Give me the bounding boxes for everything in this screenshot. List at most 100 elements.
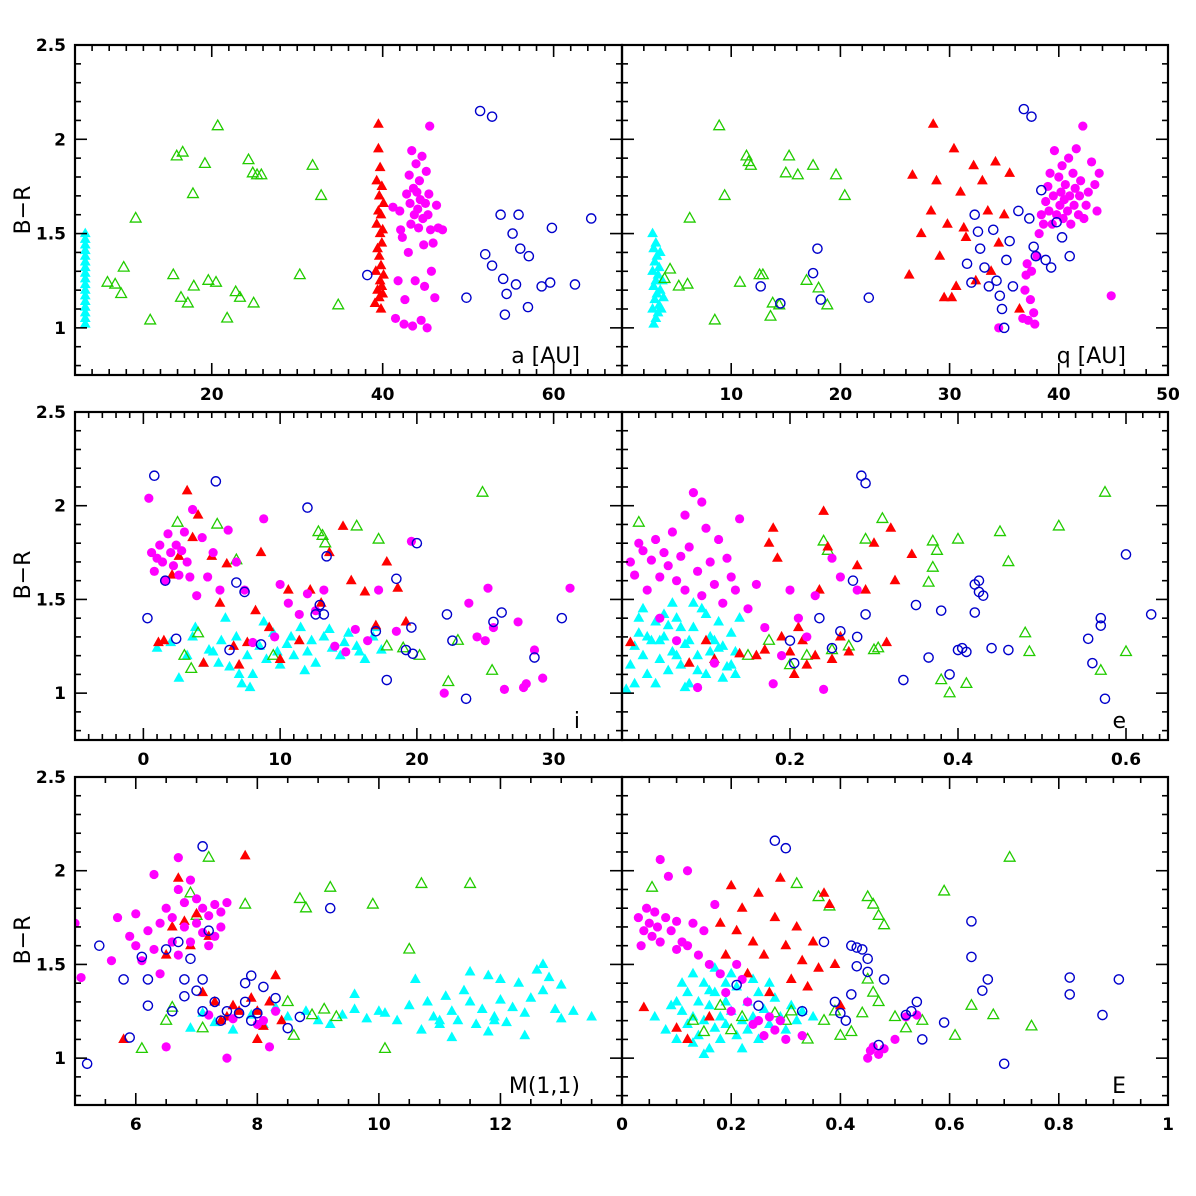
data-point-green-tri xyxy=(872,908,886,920)
data-point-magenta-circ xyxy=(425,225,436,235)
data-point-blue-circ xyxy=(1045,262,1057,273)
data-point-green-tri xyxy=(951,532,965,544)
data-point-magenta-circ xyxy=(402,189,412,199)
data-point-magenta-circ xyxy=(419,281,430,291)
data-point-green-tri xyxy=(783,657,797,670)
data-point-magenta-circ xyxy=(863,1053,873,1063)
data-point-magenta-circ xyxy=(131,941,141,951)
data-point-green-tri xyxy=(1018,625,1032,638)
data-point-red-tri xyxy=(818,505,829,515)
data-point-cyan-tri xyxy=(525,992,537,1002)
data-point-blue-circ xyxy=(209,996,221,1008)
data-point-magenta-circ xyxy=(413,223,424,233)
data-point-magenta-circ xyxy=(680,585,690,595)
data-point-magenta-circ xyxy=(363,636,373,646)
data-point-cyan-tri xyxy=(671,612,682,622)
data-point-blue-circ xyxy=(136,951,148,963)
data-point-red-tri xyxy=(769,911,781,922)
data-point-red-tri xyxy=(860,584,871,594)
data-point-green-tri xyxy=(318,535,332,548)
data-point-cyan-tri xyxy=(637,602,649,613)
data-point-green-tri xyxy=(331,297,345,310)
data-point-blue-circ xyxy=(197,1005,208,1017)
data-point-magenta-circ xyxy=(1106,291,1116,301)
data-point-magenta-circ xyxy=(781,1034,791,1044)
data-point-green-tri xyxy=(943,685,957,698)
data-point-magenta-circ xyxy=(248,637,258,648)
data-point-cyan-tri xyxy=(428,1010,439,1021)
data-point-blue-circ xyxy=(1001,254,1012,266)
data-point-blue-circ xyxy=(898,674,909,686)
data-point-red-tri xyxy=(239,849,251,860)
data-point-cyan-tri xyxy=(671,649,682,660)
data-point-green-tri xyxy=(899,1020,913,1033)
data-point-blue-circ xyxy=(142,974,154,985)
data-point-magenta-circ xyxy=(1032,251,1042,261)
data-point-magenta-circ xyxy=(191,918,202,928)
data-point-cyan-tri xyxy=(713,642,724,652)
data-point-green-tri xyxy=(871,640,885,653)
data-point-blue-circ xyxy=(966,277,977,288)
data-point-red-tri xyxy=(889,574,901,585)
data-point-cyan-tri xyxy=(676,977,688,987)
data-point-magenta-circ xyxy=(688,487,699,498)
data-point-magenta-circ xyxy=(680,510,690,520)
data-point-cyan-tri xyxy=(700,608,712,619)
data-point-green-tri xyxy=(287,1028,301,1040)
data-point-green-tri xyxy=(176,145,190,157)
panel-e: 0.2 0.4 0.6 e xyxy=(620,410,1170,770)
data-point-green-tri xyxy=(663,262,677,274)
data-point-magenta-circ xyxy=(222,1053,232,1063)
data-point-magenta-circ xyxy=(155,969,165,979)
data-point-cyan-tri xyxy=(688,597,699,607)
data-point-cyan-tri xyxy=(79,255,91,266)
data-point-green-tri xyxy=(201,273,215,285)
data-point-magenta-circ xyxy=(350,624,360,635)
data-point-blue-circ xyxy=(173,936,184,948)
data-point-blue-circ xyxy=(1028,241,1039,253)
y-tick-label: 1 xyxy=(54,319,66,339)
data-point-cyan-tri xyxy=(373,1005,385,1015)
data-point-magenta-circ xyxy=(722,553,732,563)
data-point-magenta-circ xyxy=(1076,176,1086,186)
data-point-green-tri xyxy=(937,884,951,896)
data-point-magenta-circ xyxy=(1081,200,1091,210)
data-point-red-tri xyxy=(1014,303,1025,313)
data-point-green-tri xyxy=(768,1005,782,1018)
data-point-green-tri xyxy=(293,891,307,904)
y-tick-label: 1.5 xyxy=(36,955,66,975)
data-point-magenta-circ xyxy=(1090,179,1100,190)
data-point-red-tri xyxy=(950,280,962,290)
data-point-magenta-circ xyxy=(330,641,340,651)
data-point-blue-circ xyxy=(996,303,1008,315)
data-point-blue-circ xyxy=(829,996,841,1008)
data-point-red-tri xyxy=(345,574,357,585)
data-point-red-tri xyxy=(264,995,275,1006)
data-point-magenta-circ xyxy=(198,903,208,913)
data-point-blue-circ xyxy=(197,974,208,985)
data-point-blue-circ xyxy=(497,273,509,285)
panel-a-axis-label: a [AU] xyxy=(511,344,580,369)
data-point-magenta-circ xyxy=(682,866,693,876)
data-point-green-tri xyxy=(645,880,659,892)
data-point-blue-circ xyxy=(381,674,393,686)
data-point-cyan-tri xyxy=(698,1014,710,1025)
data-point-red-tri xyxy=(767,522,779,532)
data-point-green-tri xyxy=(986,1007,1000,1020)
data-point-magenta-circ xyxy=(1068,168,1078,178)
data-point-magenta-circ xyxy=(1078,121,1088,131)
data-point-blue-circ xyxy=(310,609,321,620)
data-point-blue-circ xyxy=(835,625,846,637)
data-point-blue-circ xyxy=(807,267,819,279)
data-point-cyan-tri xyxy=(662,619,674,630)
data-point-magenta-circ xyxy=(759,1031,769,1041)
data-point-green-tri xyxy=(166,267,180,280)
data-point-blue-circ xyxy=(784,635,796,646)
data-point-red-tri xyxy=(780,939,792,950)
x-tick-label: 20 xyxy=(829,385,853,405)
data-point-blue-circ xyxy=(569,279,581,290)
data-point-cyan-tri xyxy=(519,1007,531,1017)
data-point-magenta-circ xyxy=(270,632,280,642)
panel-i: 0 10 20 30 1 1.5 2 2.5 i xyxy=(36,403,624,770)
data-point-blue-circ xyxy=(411,537,423,549)
